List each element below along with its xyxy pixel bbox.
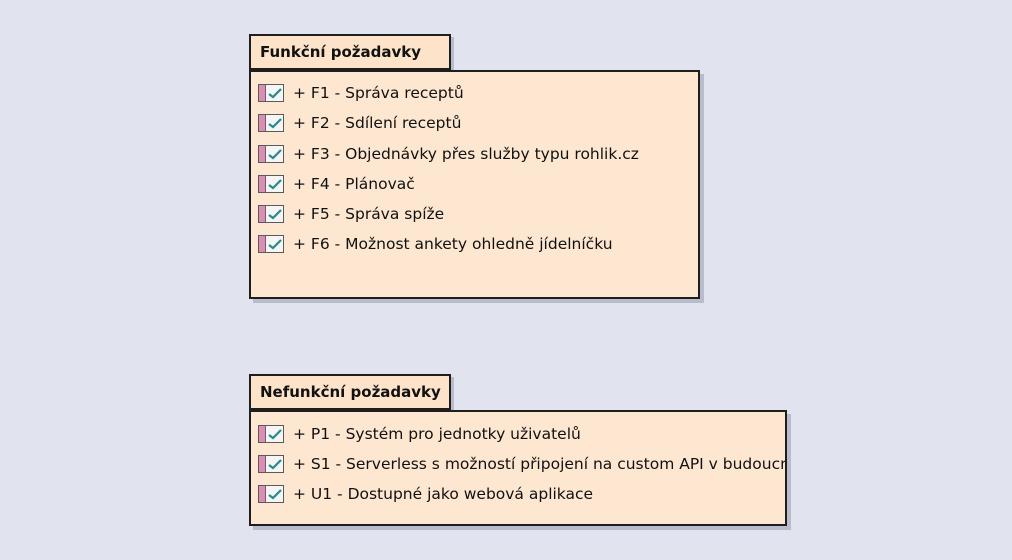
requirement-label: + F1 - Správa receptů: [293, 84, 464, 102]
requirement-check-icon: [258, 425, 284, 443]
requirement-label: + F3 - Objednávky přes služby typu rohli…: [293, 145, 639, 163]
package-funkcni-pozadavky[interactable]: Funkční požadavky + F1 - Správa receptů …: [249, 34, 701, 300]
requirement-label: + F6 - Možnost ankety ohledně jídelníčku: [293, 235, 613, 253]
requirement-label: + S1 - Serverless s možností připojení n…: [293, 455, 787, 473]
requirement-item[interactable]: + F4 - Plánovač: [258, 172, 415, 196]
requirement-label: + P1 - Systém pro jednotky uživatelů: [293, 425, 581, 443]
requirement-item[interactable]: + U1 - Dostupné jako webová aplikace: [258, 482, 593, 506]
requirement-label: + U1 - Dostupné jako webová aplikace: [293, 485, 594, 503]
requirement-label: + F4 - Plánovač: [293, 175, 415, 193]
requirement-check-icon: [258, 455, 284, 473]
requirement-label: + F5 - Správa spíže: [293, 205, 445, 223]
requirement-item[interactable]: + F3 - Objednávky přes služby typu rohli…: [258, 142, 639, 166]
package-nefunkcni-pozadavky[interactable]: Nefunkční požadavky + P1 - Systém pro je…: [249, 374, 789, 528]
package-body: + P1 - Systém pro jednotky uživatelů + S…: [249, 410, 787, 526]
package-title: Nefunkční požadavky: [249, 374, 451, 410]
requirement-check-icon: [258, 145, 284, 163]
requirement-item[interactable]: + F2 - Sdílení receptů: [258, 111, 461, 135]
requirement-item[interactable]: + F5 - Správa spíže: [258, 202, 444, 226]
requirement-check-icon: [258, 205, 284, 223]
requirement-label: + F2 - Sdílení receptů: [293, 114, 462, 132]
requirement-item[interactable]: + F1 - Správa receptů: [258, 81, 464, 105]
requirement-check-icon: [258, 84, 284, 102]
package-title: Funkční požadavky: [249, 34, 451, 70]
package-body: + F1 - Správa receptů + F2 - Sdílení rec…: [249, 70, 700, 299]
requirement-item[interactable]: + F6 - Možnost ankety ohledně jídelníčku: [258, 232, 613, 256]
requirement-check-icon: [258, 175, 284, 193]
requirement-item[interactable]: + P1 - Systém pro jednotky uživatelů: [258, 422, 581, 446]
requirement-check-icon: [258, 235, 284, 253]
requirement-check-icon: [258, 114, 284, 132]
requirement-check-icon: [258, 485, 284, 503]
requirement-item[interactable]: + S1 - Serverless s možností připojení n…: [258, 452, 787, 476]
